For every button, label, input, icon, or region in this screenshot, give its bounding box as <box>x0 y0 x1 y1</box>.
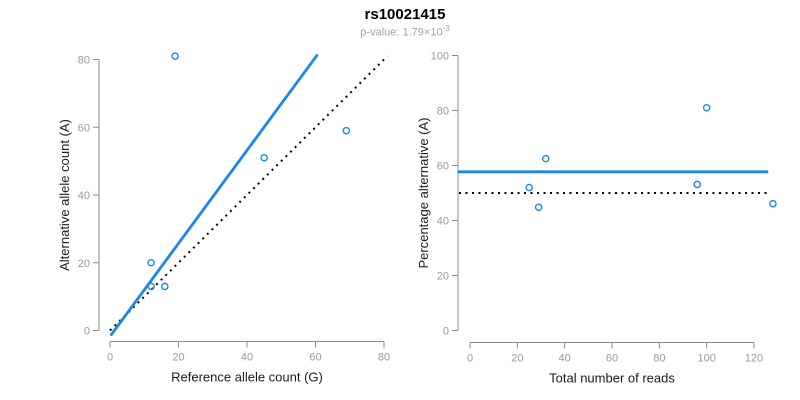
x-tick-label: 0 <box>107 352 113 364</box>
data-point <box>525 183 533 192</box>
data-point <box>147 258 155 267</box>
y-tick-label: 20 <box>437 271 449 283</box>
p-value-exponent: -3 <box>442 24 450 33</box>
x-tick-label: 120 <box>745 353 763 365</box>
data-point <box>160 282 169 291</box>
data-point <box>693 180 702 189</box>
x-tick-label: 40 <box>559 353 571 365</box>
y-tick-label: 60 <box>437 161 449 173</box>
y-axis-title: Alternative allele count (A) <box>57 119 72 271</box>
data-point <box>769 199 777 208</box>
data-point <box>260 153 268 162</box>
data-point <box>541 154 550 163</box>
y-tick-label: 0 <box>84 326 90 338</box>
y-tick-label: 40 <box>437 216 449 228</box>
x-axis-title: Reference allele count (G) <box>171 370 323 385</box>
figure-title: rs10021415 <box>364 6 446 23</box>
y-tick-label: 0 <box>443 326 449 338</box>
data-point <box>702 103 711 112</box>
x-tick-label: 60 <box>309 352 321 364</box>
y-tick-label: 40 <box>78 190 90 202</box>
x-tick-label: 20 <box>511 353 523 365</box>
ase-fit-line <box>109 54 319 336</box>
y-tick-label: 60 <box>78 122 90 134</box>
identity-line <box>109 55 389 332</box>
x-tick-label: 20 <box>172 352 184 364</box>
y-tick-label: 80 <box>437 106 449 118</box>
data-point <box>534 203 543 212</box>
p-value-text: p-value: 1.79×10 <box>360 26 443 39</box>
y-tick-label: 20 <box>78 258 90 270</box>
data-point <box>171 52 179 60</box>
data-point <box>342 126 351 135</box>
x-tick-label: 80 <box>653 353 665 365</box>
x-tick-label: 60 <box>606 353 618 365</box>
x-tick-label: 80 <box>378 352 390 364</box>
x-tick-label: 0 <box>467 353 473 365</box>
x-axis-title: Total number of reads <box>549 371 675 386</box>
figure-subtitle: p-value: 1.79×10-3 <box>360 24 449 39</box>
data-point <box>147 282 155 291</box>
y-axis-title: Percentage alternative (A) <box>416 117 431 268</box>
y-tick-label: 80 <box>78 55 90 67</box>
x-tick-label: 100 <box>697 353 715 365</box>
y-tick-label: 100 <box>431 51 449 63</box>
x-tick-label: 40 <box>241 352 253 364</box>
